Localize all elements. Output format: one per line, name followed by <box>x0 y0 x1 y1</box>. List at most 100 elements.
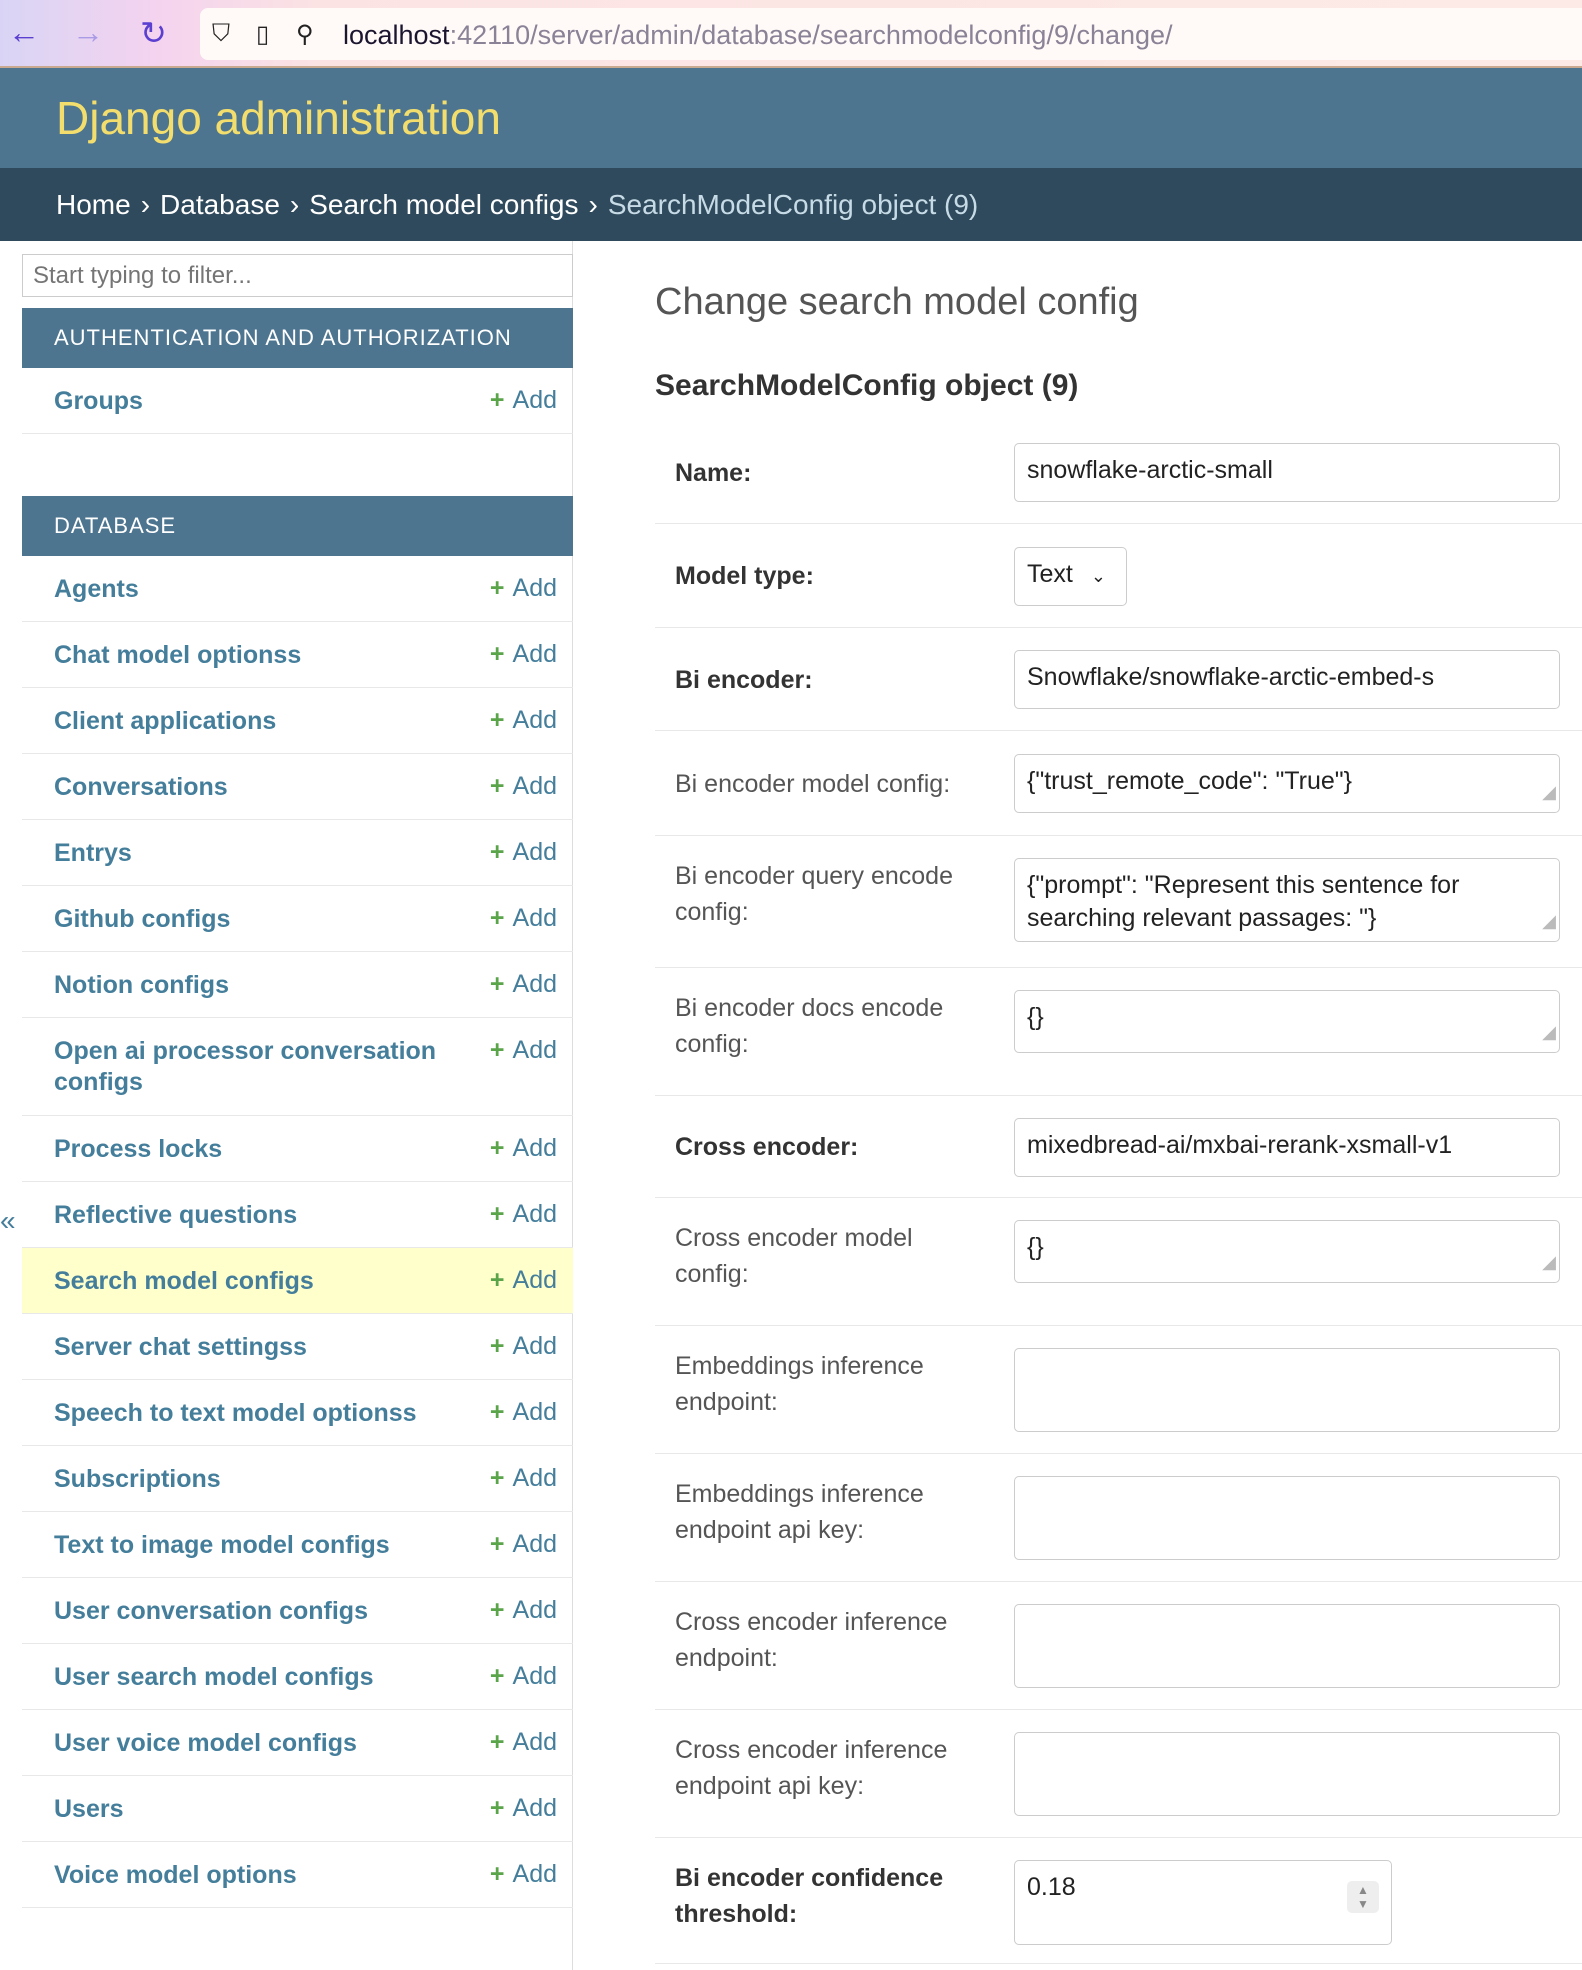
add-button[interactable]: + Add <box>490 838 557 867</box>
permissions-icon[interactable]: ⚲ <box>296 21 314 48</box>
sidebar-item-link[interactable]: Github configs <box>54 905 231 933</box>
sidebar-item-text-to-image-model-configs: Text to image model configs + Add <box>22 1512 573 1578</box>
add-button[interactable]: + Add <box>490 1794 557 1823</box>
module-header-0[interactable]: AUTHENTICATION AND AUTHORIZATION <box>22 308 573 368</box>
add-button[interactable]: + Add <box>490 1464 557 1493</box>
add-button[interactable]: + Add <box>490 970 557 999</box>
add-button[interactable]: + Add <box>490 1266 557 1295</box>
add-label: Add <box>512 1860 557 1888</box>
add-label: Add <box>512 1530 557 1558</box>
plus-icon: + <box>489 1728 505 1756</box>
cross-encoder-model-config-textarea[interactable]: {} ◢ <box>1014 1220 1560 1283</box>
sidebar-item-link[interactable]: Text to image model configs <box>54 1531 390 1559</box>
form-row-bi-encoder: Bi encoder: Snowflake/snowflake-arctic-em… <box>655 628 1582 731</box>
add-label: Add <box>512 1200 557 1228</box>
embeddings-inference-endpoint-api-key-input[interactable] <box>1014 1476 1560 1560</box>
sidebar-item-link[interactable]: Agents <box>54 575 139 603</box>
add-button[interactable]: + Add <box>490 386 557 415</box>
bi-encoder-model-config-textarea[interactable]: {"trust_remote_code": "True"} ◢ <box>1014 754 1560 813</box>
sidebar-item-link[interactable]: Entrys <box>54 839 132 867</box>
sidebar-item-link[interactable]: Search model configs <box>54 1267 314 1295</box>
add-button[interactable]: + Add <box>490 1398 557 1427</box>
form-row-name: Name: snowflake-arctic-small <box>655 421 1582 524</box>
bi-encoder-query-encode-config-textarea[interactable]: {"prompt": "Represent this sentence for … <box>1014 858 1560 942</box>
address-bar[interactable]: ⛉ ▯ ⚲ localhost:42110/server/admin/datab… <box>200 8 1582 60</box>
embeddings-inference-endpoint-input[interactable] <box>1014 1348 1560 1432</box>
sidebar-filter-input[interactable] <box>22 254 573 297</box>
model-type-value: Text <box>1027 559 1073 588</box>
add-button[interactable]: + Add <box>490 640 557 669</box>
plus-icon: + <box>489 706 505 734</box>
sidebar-item-link[interactable]: User conversation configs <box>54 1597 368 1625</box>
form-row-bi-encoder-confidence-threshold: Bi encoder confidence threshold: 0.18 ▲ ▼ <box>655 1838 1582 1964</box>
sidebar-item-link[interactable]: Process locks <box>54 1135 223 1163</box>
resize-handle-icon[interactable]: ◢ <box>1542 782 1556 802</box>
sidebar-item-link[interactable]: Notion configs <box>54 971 229 999</box>
sidebar-item-link[interactable]: Speech to text model optionss <box>54 1399 417 1427</box>
sidebar-item-link[interactable]: Client applications <box>54 707 277 735</box>
cross-encoder-input[interactable]: mixedbread-ai/mxbai-rerank-xsmall-v1 <box>1014 1117 1560 1177</box>
plus-icon: + <box>489 1200 505 1228</box>
bi-encoder-input[interactable]: Snowflake/snowflake-arctic-embed-s <box>1014 650 1560 709</box>
add-button[interactable]: + Add <box>490 1036 557 1065</box>
add-button[interactable]: + Add <box>490 1200 557 1229</box>
resize-handle-icon[interactable]: ◢ <box>1542 1022 1556 1042</box>
bi-encoder-label: Bi encoder: <box>675 665 813 694</box>
back-icon[interactable]: ← <box>8 14 40 50</box>
sidebar-item-link[interactable]: Reflective questions <box>54 1201 298 1229</box>
form-row-embeddings-inference-endpoint-api-key: Embeddings inference endpoint api key: <box>655 1454 1582 1582</box>
add-label: Add <box>512 1036 557 1064</box>
add-button[interactable]: + Add <box>490 1134 557 1163</box>
sidebar-item-link[interactable]: Users <box>54 1795 124 1823</box>
breadcrumb-database[interactable]: Database <box>160 189 280 220</box>
form-row-model-type: Model type: Text ⌄ <box>655 524 1582 628</box>
bi-encoder-confidence-threshold-label: Bi encoder confidence threshold: <box>675 1864 944 1928</box>
bi-encoder-confidence-threshold-input[interactable]: 0.18 ▲ ▼ <box>1014 1860 1392 1945</box>
cross-encoder-inference-endpoint-api-key-input[interactable] <box>1014 1732 1560 1816</box>
sidebar-item-link[interactable]: Chat model optionss <box>54 641 302 669</box>
bi-encoder-docs-encode-config-textarea[interactable]: {} ◢ <box>1014 990 1560 1053</box>
nav-sidebar: AUTHENTICATION AND AUTHORIZATIONGroups+A… <box>22 241 573 1970</box>
resize-handle-icon[interactable]: ◢ <box>1542 911 1556 931</box>
sidebar-item-link[interactable]: Conversations <box>54 773 228 801</box>
name-input[interactable]: snowflake-arctic-small <box>1014 443 1560 502</box>
sidebar-item-link[interactable]: Open ai processor conversation configs <box>54 1037 437 1096</box>
sidebar-item-link[interactable]: Groups <box>54 387 143 415</box>
sidebar-item-agents: Agents + Add <box>22 556 573 622</box>
add-button[interactable]: + Add <box>490 1662 557 1691</box>
cross-encoder-inference-endpoint-input[interactable] <box>1014 1604 1560 1688</box>
add-button[interactable]: + Add <box>490 1332 557 1361</box>
sidebar-item-link[interactable]: Voice model options <box>54 1861 297 1889</box>
add-button[interactable]: + Add <box>490 1596 557 1625</box>
add-button[interactable]: + Add <box>490 904 557 933</box>
add-button[interactable]: + Add <box>490 706 557 735</box>
sidebar-item-link[interactable]: Server chat settingss <box>54 1333 307 1361</box>
sidebar-item-search-model-configs: Search model configs + Add <box>22 1248 573 1314</box>
sidebar-item-link[interactable]: Subscriptions <box>54 1465 221 1493</box>
model-type-select[interactable]: Text ⌄ <box>1014 546 1127 606</box>
sidebar-item-entrys: Entrys + Add <box>22 820 573 886</box>
bi-encoder-value: Snowflake/snowflake-arctic-embed-s <box>1027 663 1435 691</box>
plus-icon: + <box>489 970 505 998</box>
add-button[interactable]: + Add <box>490 1530 557 1559</box>
add-button[interactable]: + Add <box>490 772 557 801</box>
cross-encoder-value: mixedbread-ai/mxbai-rerank-xsmall-v1 <box>1027 1130 1453 1159</box>
module-header-1[interactable]: DATABASE <box>22 496 573 556</box>
breadcrumb-search-model-configs[interactable]: Search model configs <box>309 189 579 220</box>
sidebar-item-user-voice-model-configs: User voice model configs + Add <box>22 1710 573 1776</box>
bi-encoder-query-encode-config-value: {"prompt": "Represent this sentence for … <box>1027 871 1467 932</box>
sidebar-item-link[interactable]: User voice model configs <box>54 1729 357 1757</box>
number-spinner[interactable]: ▲ ▼ <box>1347 1881 1379 1913</box>
reload-icon[interactable]: ↻ <box>140 15 167 51</box>
plus-icon: + <box>489 1794 505 1822</box>
add-button[interactable]: + Add <box>490 1860 557 1889</box>
resize-handle-icon[interactable]: ◢ <box>1542 1252 1556 1272</box>
add-button[interactable]: + Add <box>490 1728 557 1757</box>
add-button[interactable]: + Add <box>490 574 557 603</box>
sidebar-item-link[interactable]: User search model configs <box>54 1663 374 1691</box>
forward-icon[interactable]: → <box>72 14 104 50</box>
page-title: Change search model config <box>655 281 1139 323</box>
breadcrumb-home[interactable]: Home <box>56 189 131 220</box>
sidebar-toggle-button[interactable]: « <box>0 1205 16 1236</box>
site-title[interactable]: Django administration <box>56 92 501 144</box>
